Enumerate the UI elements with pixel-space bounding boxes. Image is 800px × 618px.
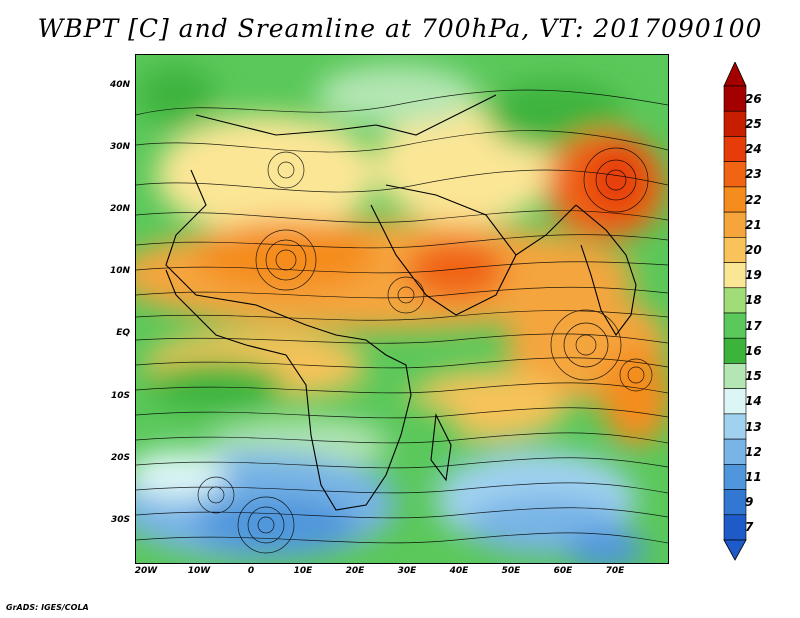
colorbar-label: 20 bbox=[745, 242, 762, 257]
colorbar-label: 17 bbox=[745, 318, 762, 333]
colorbar-label: 25 bbox=[745, 116, 762, 131]
colorbar-swatch bbox=[723, 514, 747, 541]
colorbar-swatch bbox=[723, 489, 747, 516]
lon-label-30e: 30E bbox=[397, 566, 417, 576]
colorbar-swatch bbox=[723, 363, 747, 389]
colorbar-swatch bbox=[723, 464, 747, 490]
streamlines bbox=[136, 89, 668, 554]
colorbar-label: 7 bbox=[745, 520, 754, 535]
lon-label-40e: 40E bbox=[449, 566, 469, 576]
colorbar-swatch bbox=[723, 136, 747, 162]
colorbar-label: 23 bbox=[745, 167, 762, 182]
lat-label-10s: 10S bbox=[110, 391, 130, 401]
lon-label-20w: 20W bbox=[134, 566, 158, 576]
colorbar-bottom-arrow bbox=[723, 539, 747, 561]
colorbar-label: 18 bbox=[745, 293, 762, 308]
colorbar bbox=[723, 62, 747, 561]
grads-credit: GrADS: IGES/COLA bbox=[6, 603, 89, 612]
lat-label-eq: EQ bbox=[116, 328, 130, 338]
colorbar-label: 19 bbox=[745, 268, 762, 283]
lat-label-30n: 30N bbox=[109, 142, 130, 152]
colorbar-swatch bbox=[723, 161, 747, 188]
lat-label-10n: 10N bbox=[109, 266, 130, 276]
colorbar-swatch bbox=[723, 85, 747, 112]
lat-label-40n: 40N bbox=[109, 80, 130, 90]
lat-label-20n: 20N bbox=[109, 204, 130, 214]
colorbar-label: 24 bbox=[745, 142, 762, 157]
colorbar-label: 13 bbox=[745, 419, 762, 434]
lon-label-10e: 10E bbox=[293, 566, 313, 576]
lon-label-20e: 20E bbox=[345, 566, 365, 576]
lon-label-60e: 60E bbox=[553, 566, 573, 576]
lon-label-10w: 10W bbox=[187, 566, 211, 576]
colorbar-swatch bbox=[723, 413, 747, 440]
colorbar-label: 11 bbox=[745, 469, 762, 484]
colorbar-swatch bbox=[723, 262, 747, 289]
colorbar-swatch bbox=[723, 110, 747, 137]
colorbar-label: 22 bbox=[745, 192, 762, 207]
colorbar-label: 21 bbox=[745, 217, 762, 232]
lat-label-30s: 30S bbox=[110, 515, 130, 525]
colorbar-swatch bbox=[723, 438, 747, 465]
colorbar-top-arrow bbox=[723, 62, 747, 87]
lon-label-70e: 70E bbox=[605, 566, 625, 576]
colorbar-swatch bbox=[723, 337, 747, 364]
map-title: WBPT [C] and Sreamline at 700hPa, VT: 20… bbox=[37, 14, 763, 43]
lon-label-0: 0 bbox=[247, 566, 255, 576]
colorbar-label: 12 bbox=[745, 444, 762, 459]
coastlines bbox=[165, 94, 637, 511]
colorbar-swatch bbox=[723, 186, 747, 213]
map-panel bbox=[135, 54, 669, 564]
colorbar-label: 15 bbox=[745, 369, 762, 384]
lon-label-50e: 50E bbox=[501, 566, 521, 576]
colorbar-swatch bbox=[723, 312, 747, 339]
colorbar-label: 16 bbox=[745, 343, 762, 358]
colorbar-label: 14 bbox=[745, 394, 762, 409]
wbpt-field bbox=[136, 55, 668, 563]
colorbar-swatch bbox=[723, 287, 747, 314]
colorbar-swatch bbox=[723, 237, 747, 263]
lat-label-20s: 20S bbox=[110, 453, 130, 463]
colorbar-swatch bbox=[723, 388, 747, 415]
colorbar-label: 9 bbox=[745, 495, 754, 510]
colorbar-label: 26 bbox=[745, 91, 762, 106]
colorbar-swatch bbox=[723, 211, 747, 238]
